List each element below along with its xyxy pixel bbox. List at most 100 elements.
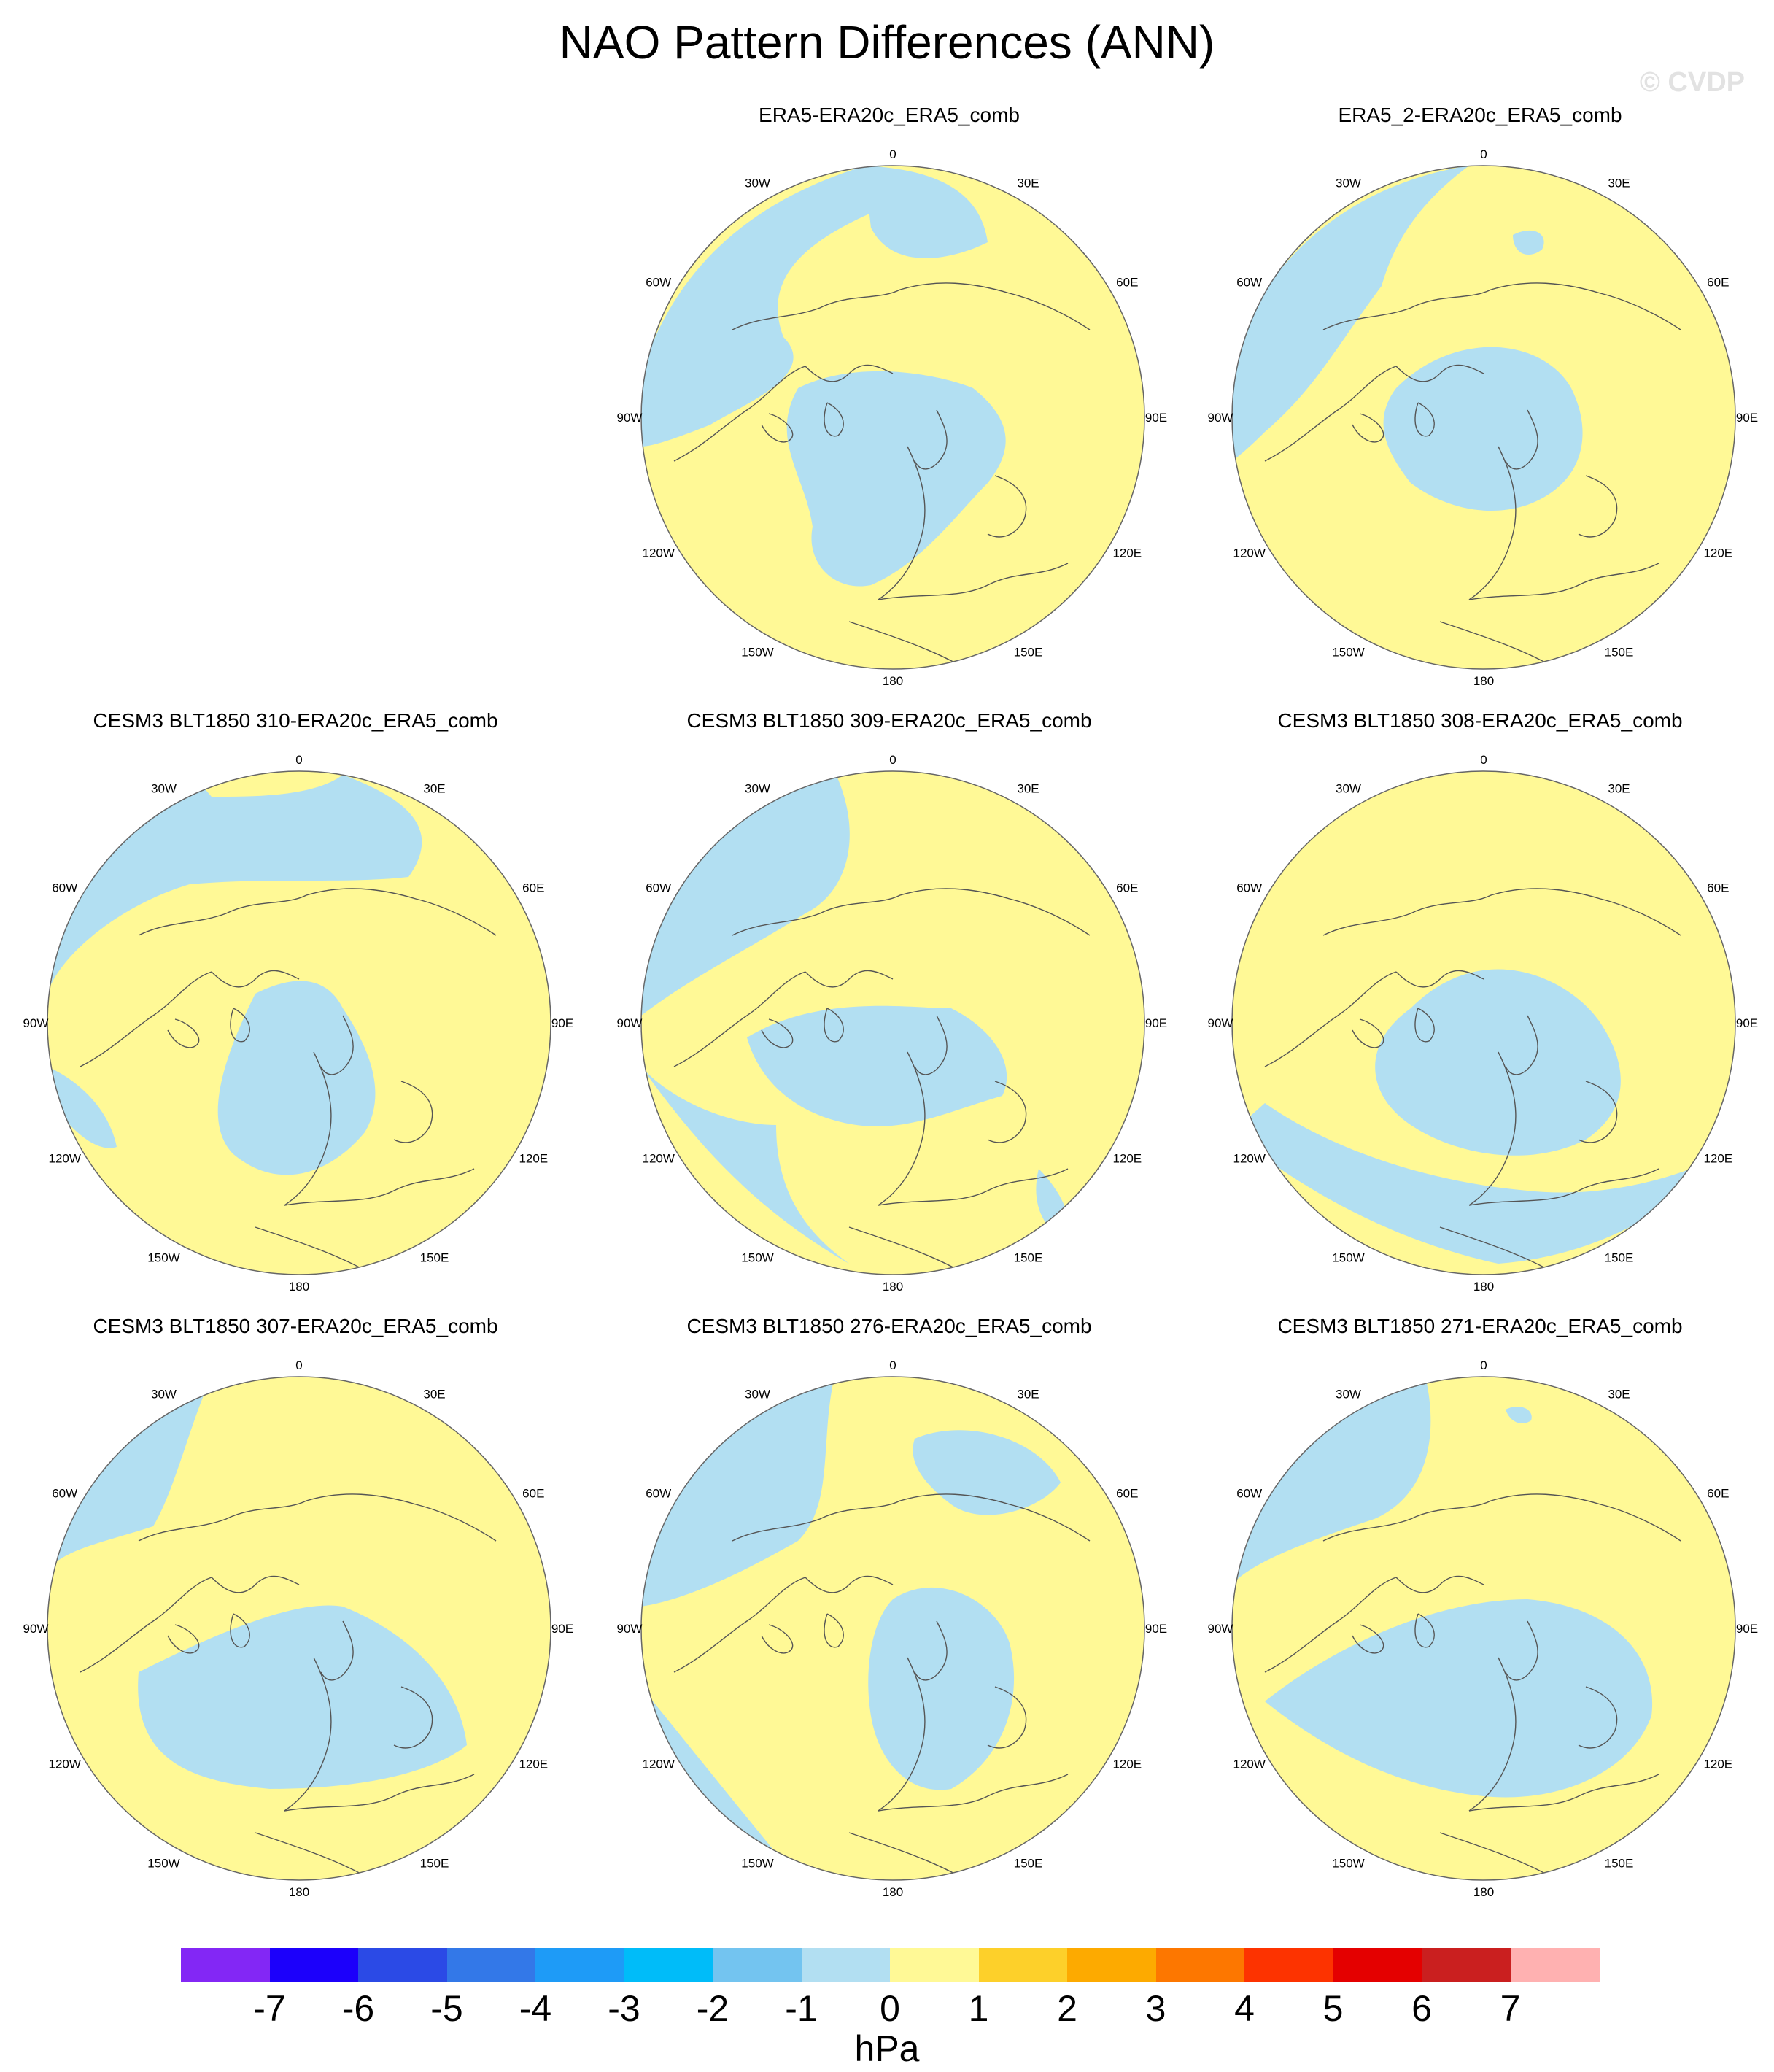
negative-anomaly-region [217,981,376,1175]
colorbar-tick-label: 5 [1322,1988,1344,2029]
coastline [1322,282,1681,330]
longitude-label: 120W [1233,1758,1265,1771]
panel-title: CESM3 BLT1850 310-ERA20c_ERA5_comb [93,709,498,732]
coastline [673,971,806,1067]
negative-anomaly-region [138,1605,468,1789]
longitude-label: 30E [1608,177,1630,190]
longitude-label: 30W [745,177,770,190]
colorbar-box [801,1948,891,1982]
longitude-label: 60E [1116,276,1138,290]
longitude-label: 120W [642,546,674,560]
colorbar-box [1422,1948,1511,1982]
longitude-label: 90W [23,1622,49,1636]
colorbar-tick-label: -3 [608,1988,640,2029]
longitude-label: 30E [1017,782,1039,796]
longitude-label: 150E [420,1856,449,1870]
polar-stereographic-map: 180 150E 120E 90E 60E 30E 0 30W 60W 90W 120W 150W [617,147,1168,686]
longitude-label: 60E [1707,1487,1729,1501]
colorbar-box [1333,1948,1422,1982]
negative-anomaly-region [641,166,878,447]
panel-title: ERA5_2-ERA20c_ERA5_comb [1338,104,1622,126]
longitude-label: 30W [745,1388,770,1402]
colorbar-tick-label: 1 [968,1988,989,2029]
longitude-label: 30W [745,782,770,796]
longitude-label: 90E [1145,1016,1167,1030]
coastline [167,1018,200,1048]
coastline [1395,970,1484,988]
colorbar-tick-label: -1 [785,1988,818,2029]
longitude-label: 30W [1336,177,1361,190]
panel-title: CESM3 BLT1850 307-ERA20c_ERA5_comb [93,1315,498,1337]
longitude-label: 30E [1017,1388,1039,1402]
longitude-label: 60W [1236,276,1262,290]
colorbar-box [181,1948,270,1982]
coastline [1468,1657,1517,1812]
map-outline [47,770,551,1275]
longitude-label: 150W [147,1856,179,1870]
colorbar-labels: -7 -6 -5 -4 -3 -2 -1 0 1 2 3 4 5 6 7 [0,1983,1774,2034]
longitude-label: 0 [1480,753,1487,767]
longitude-label: 60E [522,1487,544,1501]
map-panel-p1: ERA5-ERA20c_ERA5_comb 180 150E 120E 90E 60E 30… [594,102,1185,686]
coastline [1414,402,1435,437]
longitude-label: 150E [1014,1856,1043,1870]
map-outline [1231,1376,1736,1881]
negative-anomaly-region [1232,1377,1431,1585]
colorbar-box [446,1948,536,1982]
coastline [805,1575,894,1593]
coastline [80,1577,212,1673]
map-outline [47,1376,551,1881]
longitude-label: 60E [1707,881,1729,895]
longitude-label: 150W [741,645,773,659]
longitude-label: 90W [1208,1016,1233,1030]
longitude-label: 30E [423,782,445,796]
longitude-label: 90E [551,1016,573,1030]
coastline [1395,1575,1484,1593]
longitude-label: 60W [1236,881,1262,895]
colorbar-box [624,1948,713,1982]
coastline [167,1624,200,1654]
colorbar-tick-label: 2 [1057,1988,1077,2029]
longitude-label: 90E [1145,411,1167,425]
colorbar-tick-label: -2 [696,1988,729,2029]
longitude-label: 120E [519,1152,548,1166]
longitude-label: 150E [1014,645,1043,659]
polar-stereographic-map: 180 150E 120E 90E 60E 30E 0 30W 60W 90W 120W 150W [1208,753,1759,1291]
longitude-label: 30W [1336,782,1361,796]
coastline [320,1620,354,1681]
colorbar-box [535,1948,624,1982]
longitude-label: 150E [420,1250,449,1264]
longitude-label: 120E [519,1758,548,1771]
coastline [1468,1168,1659,1206]
longitude-label: 60E [1116,881,1138,895]
coastline [914,409,948,470]
coastline [824,402,844,437]
longitude-label: 60E [1707,276,1729,290]
longitude-label: 150W [1332,1250,1364,1264]
negative-anomaly-region [1265,1599,1653,1798]
negative-anomaly-region [1506,1406,1532,1424]
longitude-label: 180 [883,674,903,686]
negative-anomaly-region [1232,166,1469,461]
panel-title: CESM3 BLT1850 309-ERA20c_ERA5_comb [686,709,1092,732]
longitude-label: 180 [1473,1280,1494,1291]
negative-anomaly-region [641,1377,834,1607]
coastline [1468,1051,1517,1206]
longitude-label: 60W [646,276,671,290]
coastline [1578,1686,1618,1749]
longitude-label: 150W [1332,645,1364,659]
panel-title: CESM3 BLT1850 271-ERA20c_ERA5_comb [1277,1315,1683,1337]
negative-anomaly-region [1232,1103,1724,1264]
longitude-label: 90W [23,1016,49,1030]
coastline [824,1008,844,1043]
coastline [138,1493,497,1542]
coastline [320,1015,354,1075]
longitude-label: 120W [642,1152,674,1166]
longitude-label: 120E [1112,1152,1142,1166]
longitude-label: 150W [147,1250,179,1264]
negative-anomaly-region [913,1430,1061,1515]
longitude-label: 60W [646,1487,671,1501]
longitude-label: 180 [1473,1885,1494,1897]
coastline [673,1577,806,1673]
coastline [393,1686,433,1749]
